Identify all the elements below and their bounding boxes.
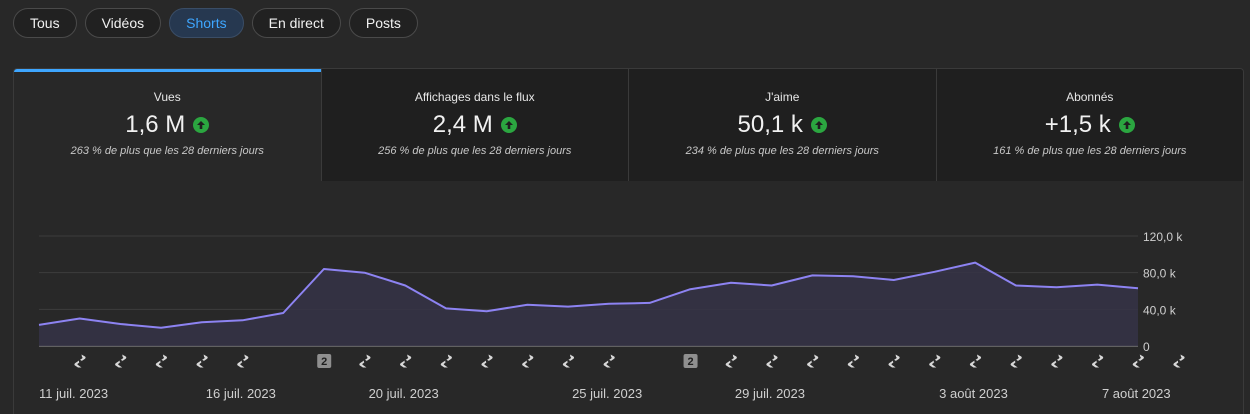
group-badge-count: 2: [321, 356, 327, 368]
metric-value: 1,6 M: [125, 111, 186, 138]
shorts-icon-play: [119, 359, 123, 363]
shorts-icon-play: [893, 359, 897, 363]
shorts-icon: [237, 354, 249, 368]
shorts-icon: [440, 354, 452, 368]
metric-value-row: +1,5 k: [937, 110, 1244, 140]
shorts-icon-play: [933, 359, 937, 363]
x-tick-label: 16 juil. 2023: [206, 386, 276, 401]
shorts-icon-play: [526, 359, 530, 363]
analytics-panel: Vues 1,6 M 263 % de plus que les 28 dern…: [13, 68, 1244, 414]
x-tick-label: 29 juil. 2023: [735, 386, 805, 401]
shorts-icon-play: [1178, 359, 1181, 363]
shorts-icon: [766, 354, 778, 368]
shorts-icon: [807, 354, 819, 368]
shorts-icon-play: [1096, 359, 1100, 363]
x-tick-label: 11 juil. 2023: [39, 386, 108, 401]
shorts-icon-play: [608, 359, 612, 363]
shorts-icon: [969, 354, 982, 368]
metric-comparison: 263 % de plus que les 28 derniers jours: [70, 145, 264, 157]
shorts-icon: [603, 354, 615, 368]
shorts-icon-play: [811, 359, 815, 363]
shorts-icon-play: [363, 359, 367, 363]
y-tick-label: 0: [1143, 340, 1150, 354]
x-tick-label: 20 juil. 2023: [369, 386, 439, 401]
shorts-icon-play: [1055, 359, 1059, 363]
shorts-icon: [522, 354, 534, 368]
metric-value: +1,5 k: [1044, 111, 1111, 138]
metric-comparison: 234 % de plus que les 28 derniers jours: [685, 145, 879, 157]
series-line: [38, 261, 1139, 329]
arrow-up-icon: [193, 117, 210, 133]
shorts-icon-play: [445, 359, 449, 363]
shorts-icon-play: [974, 359, 978, 363]
shorts-icon-play: [567, 359, 571, 363]
shorts-icon: [888, 354, 900, 368]
tab-posts[interactable]: Posts: [348, 8, 418, 38]
shorts-icon-play: [241, 359, 245, 363]
shorts-icon-play: [770, 359, 774, 363]
metric-value: 50,1 k: [737, 111, 803, 138]
shorts-icon-play: [1137, 359, 1141, 363]
shorts-icon-play: [160, 359, 164, 363]
shorts-icon-play: [852, 359, 856, 363]
metric-comparison: 161 % de plus que les 28 derniers jours: [993, 145, 1187, 157]
metric-label: Affichages dans le flux: [414, 90, 535, 104]
arrow-up-icon: [500, 117, 517, 133]
tab-en-direct[interactable]: En direct: [251, 8, 341, 38]
shorts-icon: [115, 354, 127, 368]
metric-value-row: 2,4 M: [322, 110, 629, 140]
shorts-icon-play: [404, 359, 408, 363]
views-line-chart[interactable]: 0 40,0 k 80,0 k 120,0 k 2 2 11 juil. 2023 16 ju…: [14, 181, 1243, 414]
y-tick-label: 80,0 k: [1143, 267, 1177, 281]
x-tick-label: 3 août 2023: [939, 386, 1008, 401]
metric-label: Vues: [153, 90, 181, 104]
shorts-icon: [155, 354, 168, 368]
shorts-icon: [725, 354, 737, 368]
shorts-icon: [1132, 354, 1144, 368]
metric-card-jaime[interactable]: J'aime 50,1 k 234 % de plus que les 28 d…: [628, 69, 936, 181]
x-tick-label: 25 juil. 2023: [572, 386, 642, 401]
metric-comparison: 256 % de plus que les 28 derniers jours: [378, 145, 572, 157]
shorts-icon-play: [486, 359, 490, 363]
shorts-icon: [1091, 354, 1104, 368]
arrow-up-icon: [810, 117, 827, 133]
shorts-icon: [481, 354, 493, 368]
metric-card-vues[interactable]: Vues 1,6 M 263 % de plus que les 28 dern…: [14, 69, 321, 181]
metric-value-row: 50,1 k: [629, 110, 936, 140]
metric-label: Abonnés: [1066, 90, 1114, 104]
group-badge-count: 2: [687, 356, 693, 368]
group-badge: [683, 354, 698, 368]
x-tick-label: 7 août 2023: [1102, 386, 1171, 401]
tab-shorts[interactable]: Shorts: [169, 8, 244, 38]
metric-label: J'aime: [765, 90, 800, 104]
shorts-icon: [400, 354, 412, 368]
shorts-icon: [1010, 354, 1022, 368]
shorts-icon: [847, 354, 859, 368]
shorts-icon-play: [201, 359, 205, 363]
shorts-icon: [1173, 354, 1185, 368]
shorts-icon: [74, 354, 86, 368]
y-tick-label: 40,0 k: [1143, 303, 1177, 317]
content-type-tabs: Tous Vidéos Shorts En direct Posts: [13, 8, 418, 38]
metric-value-row: 1,6 M: [14, 110, 321, 140]
series-area: [39, 262, 1138, 346]
metric-card-affichages[interactable]: Affichages dans le flux 2,4 M 256 % de p…: [320, 69, 629, 181]
shorts-icon: [562, 354, 575, 368]
metric-cards: Vues 1,6 M 263 % de plus que les 28 dern…: [14, 69, 1243, 181]
metric-value: 2,4 M: [432, 111, 493, 138]
shorts-icon: [359, 354, 371, 368]
tab-videos[interactable]: Vidéos: [84, 8, 162, 38]
shorts-icon: [1051, 354, 1063, 368]
shorts-icon-play: [1015, 359, 1019, 363]
y-tick-label: 120,0 k: [1143, 230, 1183, 244]
shorts-icon: [196, 354, 208, 368]
tab-tous[interactable]: Tous: [13, 8, 77, 38]
metric-card-abonnes[interactable]: Abonnés +1,5 k 161 % de plus que les 28 …: [935, 69, 1244, 181]
group-badge: [317, 354, 332, 368]
shorts-icon-play: [79, 359, 82, 363]
shorts-icon: [929, 354, 941, 368]
arrow-up-icon: [1118, 117, 1135, 133]
shorts-icon-play: [730, 359, 734, 363]
